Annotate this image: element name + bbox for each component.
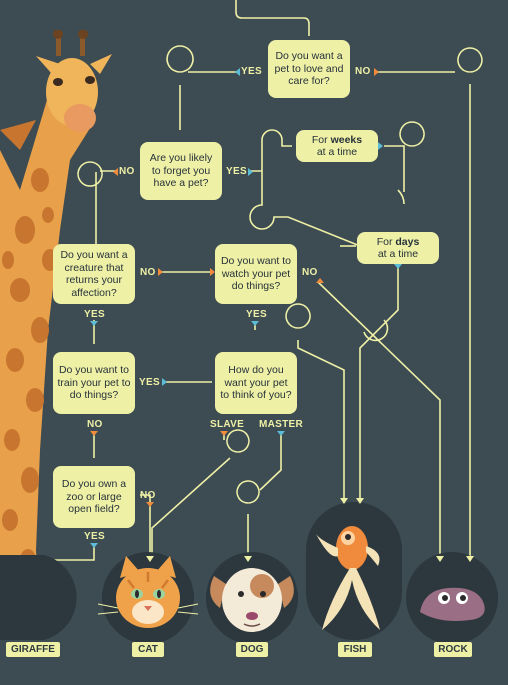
question-text: For: [311, 133, 331, 146]
answer-q7-yes: YES: [139, 377, 160, 388]
yes-arrow: [248, 168, 253, 176]
no-arrow: [158, 268, 163, 276]
question-days: For days at a time: [357, 232, 439, 264]
no-arrow: [113, 168, 118, 176]
result-dog: DOG: [236, 642, 268, 657]
question-watch-pet: Do you want to watch your pet do things?: [215, 244, 297, 304]
question-forget-pet: Are you likely to forget you have a pet?: [140, 142, 222, 200]
question-emphasis: days: [395, 235, 420, 248]
question-returns-affection: Do you want a creature that returns your…: [53, 244, 135, 304]
answer-q2-yes: YES: [226, 166, 247, 177]
question-text: How do you want your pet to think of you…: [220, 364, 292, 402]
yes-arrow: [162, 378, 167, 386]
yes-arrow: [90, 543, 98, 548]
yes-arrow: [90, 321, 98, 326]
answer-q6-no: NO: [302, 267, 318, 278]
question-text: at a time: [316, 146, 358, 158]
answer-q5-yes: YES: [84, 309, 105, 320]
cat-icon: [97, 556, 199, 628]
answer-q1-yes: YES: [241, 66, 262, 77]
yes-arrow: [394, 264, 402, 269]
question-think-of-you: How do you want your pet to think of you…: [215, 352, 297, 414]
yes-arrow: [251, 321, 259, 326]
no-arrow: [316, 278, 324, 283]
answer-q8-master: MASTER: [259, 419, 304, 430]
yes-arrow: [378, 142, 383, 150]
question-text: Do you own a zoo or large open field?: [61, 478, 127, 516]
question-text: Are you likely to forget you have a pet?: [149, 152, 213, 190]
no-arrow: [220, 431, 228, 436]
question-zoo-field: Do you own a zoo or large open field?: [53, 466, 135, 528]
result-cat: CAT: [132, 642, 164, 657]
answer-q9-yes: YES: [84, 531, 105, 542]
fish-icon: [316, 526, 380, 630]
no-arrow: [210, 268, 215, 276]
yes-arrow: [235, 68, 240, 76]
answer-q2-no: NO: [119, 166, 135, 177]
answer-q7-no: NO: [87, 419, 103, 430]
result-giraffe: GIRAFFE: [6, 642, 60, 657]
question-train-pet: Do you want to train your pet to do thin…: [53, 352, 135, 414]
result-rock: ROCK: [434, 642, 472, 657]
dog-icon: [210, 568, 294, 632]
question-text: Do you want to train your pet to do thin…: [57, 364, 131, 402]
no-arrow: [146, 502, 154, 507]
rock-icon: [420, 587, 485, 621]
question-text: Do you want a pet to love and care for?: [274, 50, 344, 88]
question-text: Do you want a creature that returns your…: [60, 249, 128, 299]
question-emphasis: weeks: [330, 133, 363, 146]
question-text: Do you want to watch your pet do things?: [220, 255, 292, 293]
question-text: For: [376, 235, 396, 248]
question-text: at a time: [377, 248, 419, 260]
answer-q5-no: NO: [140, 267, 156, 278]
answer-q1-no: NO: [355, 66, 371, 77]
question-love-care: Do you want a pet to love and care for?: [268, 40, 350, 98]
question-weeks: For weeks at a time: [296, 130, 378, 162]
giraffe-illustration: [0, 30, 112, 630]
answer-q6-yes: YES: [246, 309, 267, 320]
yes-arrow: [277, 431, 285, 436]
no-arrow: [374, 68, 379, 76]
result-fish: FISH: [338, 642, 372, 657]
answer-q8-slave: SLAVE: [210, 419, 245, 430]
no-arrow: [90, 431, 98, 436]
answer-q9-no: NO: [140, 490, 156, 501]
